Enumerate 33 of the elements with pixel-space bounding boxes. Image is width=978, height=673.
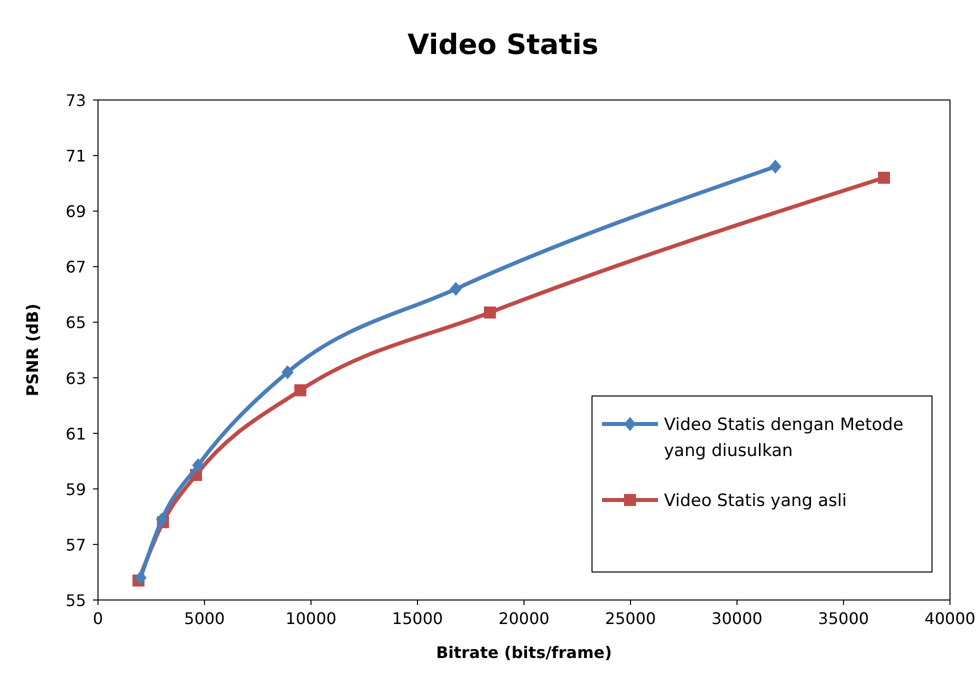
point: [282, 365, 294, 380]
y-tick-label: 57: [66, 535, 86, 554]
point: [769, 160, 782, 174]
x-tick-label: 10000: [286, 609, 336, 628]
y-tick-label: 73: [66, 91, 86, 110]
point: [156, 512, 168, 526]
y-tick-label: 67: [66, 258, 86, 277]
point: [134, 570, 147, 585]
legend-label: Video Statis yang asli: [664, 491, 847, 511]
legend-label: Video Statis dengan Metode yang diusulkan: [664, 415, 904, 461]
point: [878, 172, 890, 184]
point: [484, 306, 496, 318]
y-tick-label: 69: [66, 202, 86, 222]
y-tick-label: 63: [66, 368, 86, 388]
x-tick-label: 20000: [498, 609, 550, 628]
x-tick-label: 15000: [392, 609, 443, 628]
y-axis-title: PSNR (dB): [23, 304, 42, 396]
point: [192, 458, 204, 472]
x-tick-label: 40000: [924, 609, 976, 628]
point: [294, 384, 306, 396]
x-axis-title: Bitrate (bits/frame): [436, 643, 612, 662]
x-tick-label: 0: [92, 609, 104, 628]
y-tick-label: 59: [66, 480, 86, 499]
chart-title: Video Statis: [408, 28, 598, 61]
y-tick-label: 61: [66, 424, 86, 444]
y-tick-label: 55: [66, 591, 86, 610]
y-tick-label: 71: [66, 146, 86, 166]
point: [450, 282, 462, 296]
x-tick-label: 5000: [184, 609, 225, 628]
x-tick-label: 25000: [605, 609, 656, 628]
x-tick-label: 35000: [818, 609, 869, 628]
y-tick-label: 65: [66, 313, 86, 332]
x-tick-label: 30000: [712, 609, 762, 628]
